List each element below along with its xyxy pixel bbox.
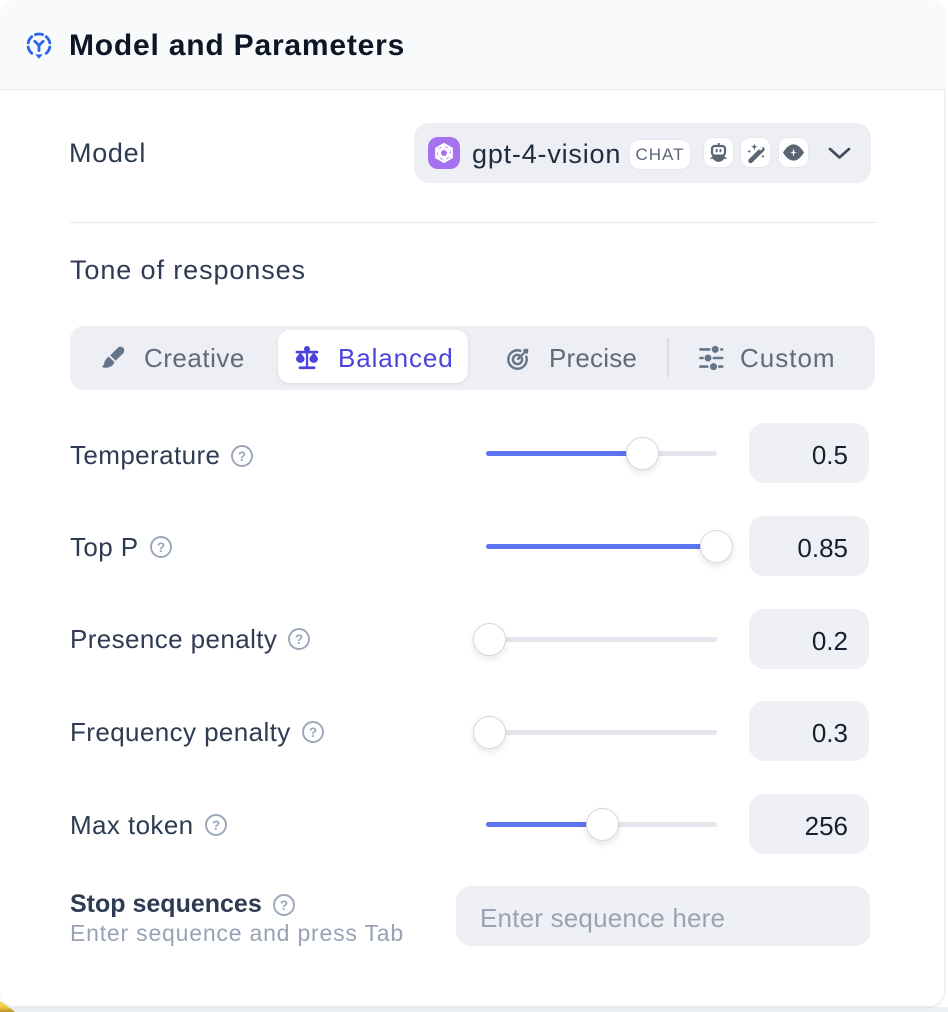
svg-text:?: ? xyxy=(309,725,317,740)
svg-text:?: ? xyxy=(156,540,164,555)
svg-text:?: ? xyxy=(211,818,219,833)
svg-text:?: ? xyxy=(238,448,246,463)
svg-text:?: ? xyxy=(295,632,303,647)
svg-text:?: ? xyxy=(280,897,288,912)
